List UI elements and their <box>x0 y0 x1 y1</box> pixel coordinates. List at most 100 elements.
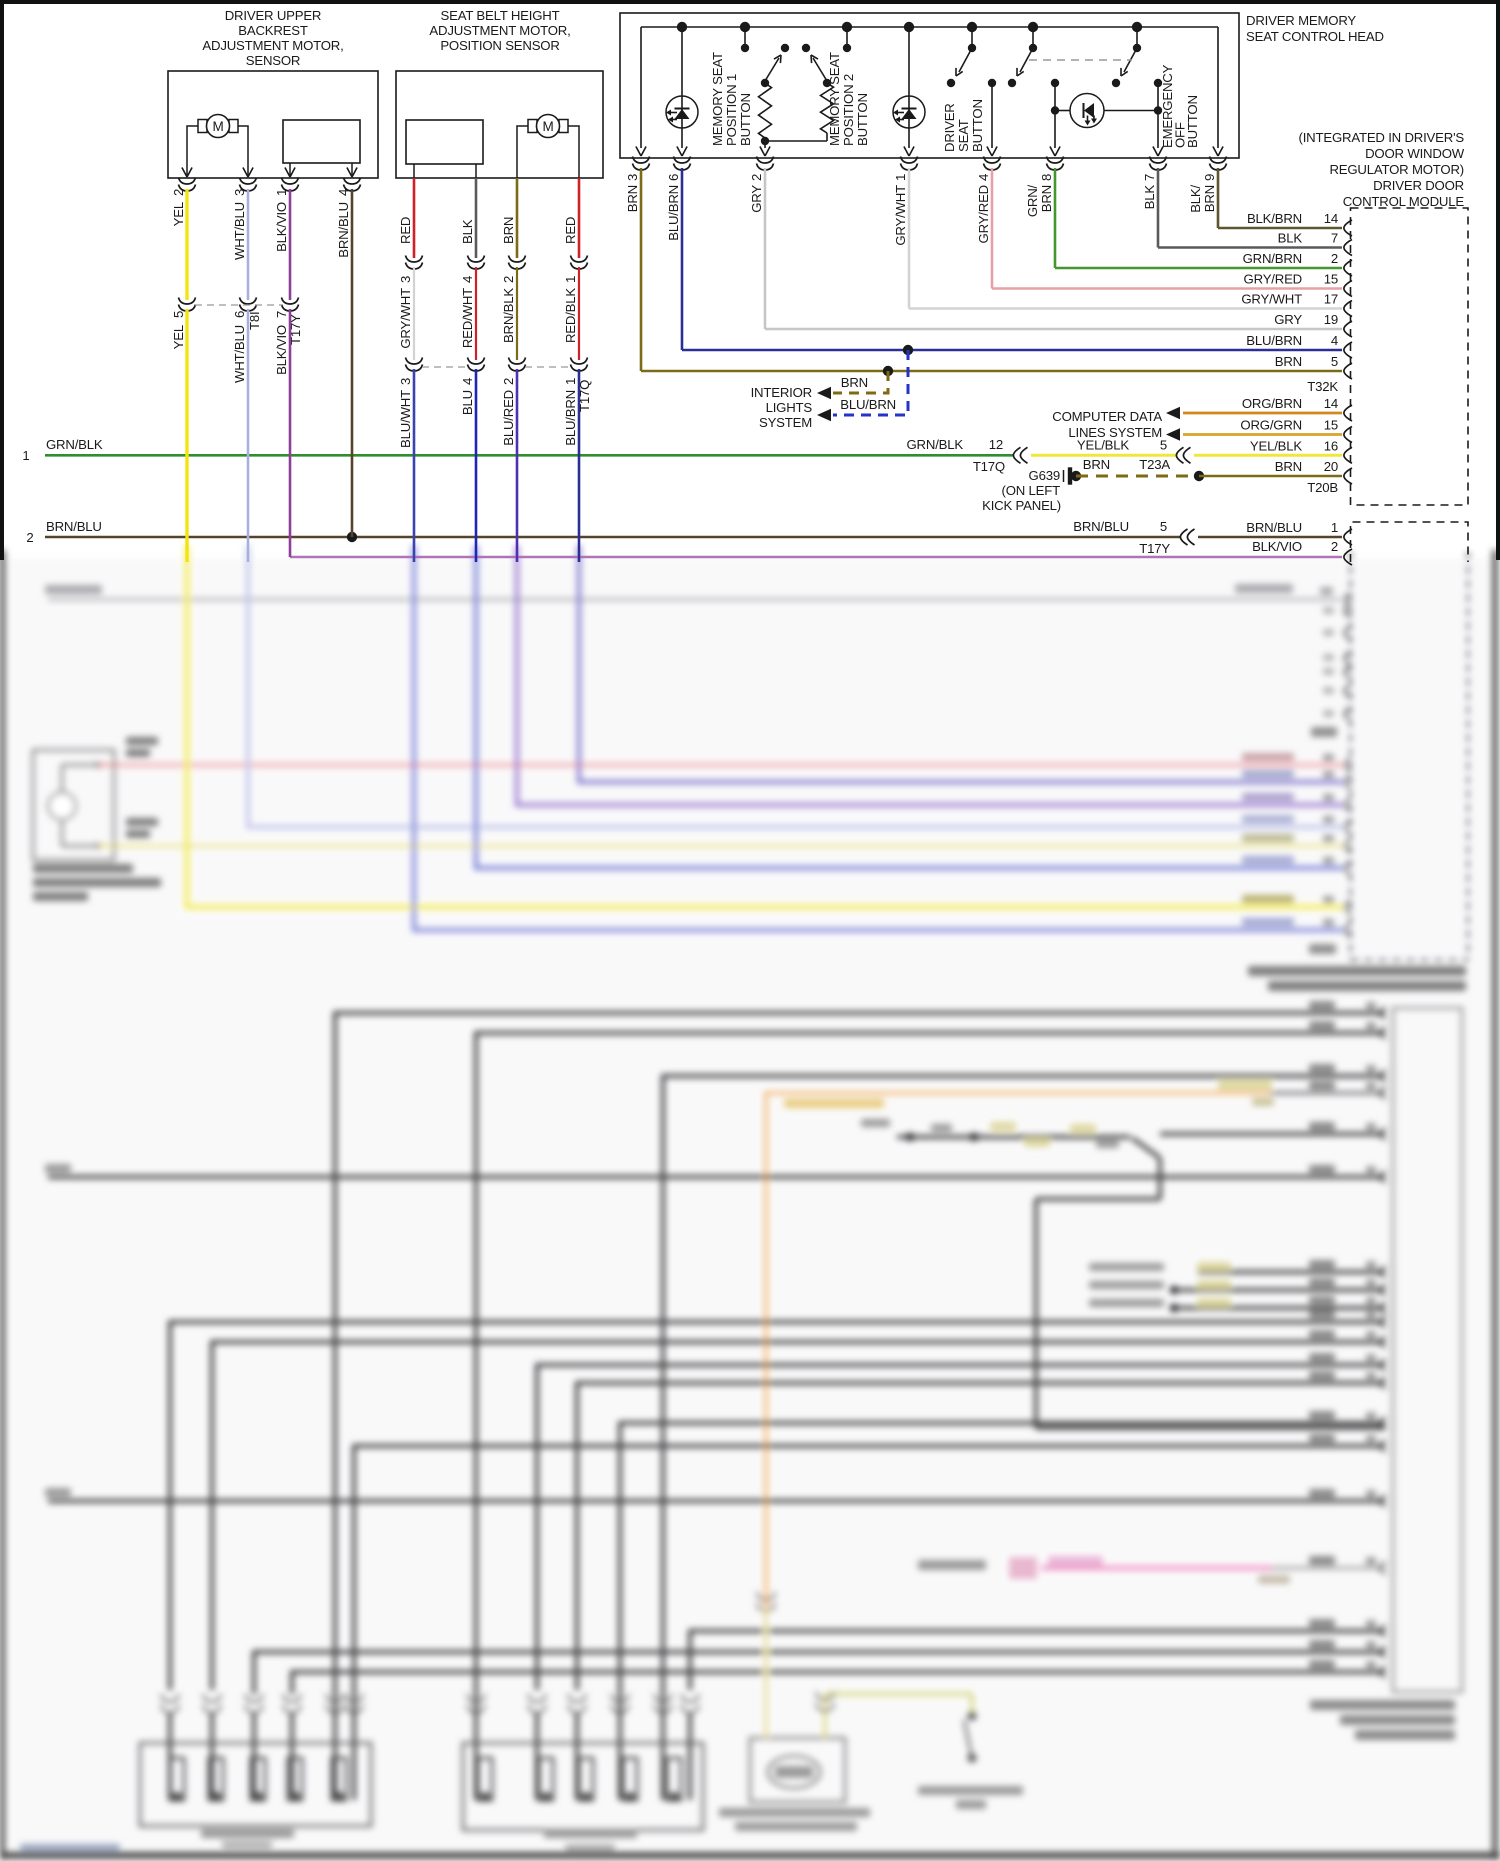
svg-text:3: 3 <box>398 378 413 385</box>
svg-text:RED: RED <box>398 217 413 244</box>
svg-text:BUTTON: BUTTON <box>970 99 985 152</box>
svg-text:LIGHTS: LIGHTS <box>766 400 813 415</box>
svg-text:T23A: T23A <box>1139 457 1170 472</box>
svg-text:GRY: GRY <box>1274 312 1302 327</box>
svg-text:GRY/WHT: GRY/WHT <box>893 185 908 246</box>
svg-text:1: 1 <box>22 448 29 463</box>
svg-text:6: 6 <box>666 174 681 181</box>
svg-text:REGULATOR MOTOR): REGULATOR MOTOR) <box>1329 162 1464 177</box>
svg-text:T8I: T8I <box>247 312 262 330</box>
svg-text:4: 4 <box>460 276 475 283</box>
svg-text:BLU/BRN: BLU/BRN <box>840 397 896 412</box>
svg-text:2: 2 <box>1331 251 1338 266</box>
svg-text:T17Q: T17Q <box>973 459 1005 474</box>
svg-text:BRN: BRN <box>841 375 868 390</box>
svg-text:2: 2 <box>501 378 516 385</box>
svg-text:BLK/VIO: BLK/VIO <box>1252 539 1302 554</box>
svg-text:BUTTON: BUTTON <box>738 93 753 146</box>
svg-text:T17Y: T17Y <box>1139 541 1170 556</box>
svg-text:BRN: BRN <box>1039 185 1054 212</box>
svg-text:BLK/: BLK/ <box>1188 184 1203 212</box>
svg-text:YEL/BLK: YEL/BLK <box>1077 438 1130 453</box>
svg-text:7: 7 <box>1142 174 1157 181</box>
svg-text:BLK/BRN: BLK/BRN <box>1247 211 1302 226</box>
svg-text:DRIVER DOOR: DRIVER DOOR <box>1373 178 1464 193</box>
svg-text:YEL/BLK: YEL/BLK <box>1250 438 1303 453</box>
svg-text:COMPUTER DATA: COMPUTER DATA <box>1052 409 1162 424</box>
svg-text:2: 2 <box>26 530 33 545</box>
svg-text:BLK/VIO: BLK/VIO <box>274 325 289 375</box>
svg-text:MEMORY SEAT: MEMORY SEAT <box>827 52 842 146</box>
svg-text:7: 7 <box>274 311 289 318</box>
svg-text:BLK/VIO: BLK/VIO <box>274 202 289 252</box>
svg-text:SEAT: SEAT <box>956 119 971 152</box>
svg-text:KICK PANEL): KICK PANEL) <box>982 498 1061 513</box>
svg-text:5: 5 <box>1331 354 1338 369</box>
svg-text:2: 2 <box>171 189 186 196</box>
svg-text:GRN/: GRN/ <box>1025 184 1040 217</box>
svg-text:BLU/BRN: BLU/BRN <box>563 390 578 446</box>
svg-text:POSITION 1: POSITION 1 <box>724 74 739 146</box>
svg-text:5: 5 <box>1160 438 1167 453</box>
svg-text:T17Y: T17Y <box>288 314 303 345</box>
svg-text:4: 4 <box>336 189 351 196</box>
svg-text:WHT/BLU: WHT/BLU <box>232 325 247 383</box>
svg-text:1: 1 <box>1331 520 1338 535</box>
svg-text:BUTTON: BUTTON <box>1185 95 1200 148</box>
svg-text:SEAT CONTROL HEAD: SEAT CONTROL HEAD <box>1246 29 1384 44</box>
svg-text:SEAT BELT HEIGHT: SEAT BELT HEIGHT <box>441 8 560 23</box>
svg-text:BRN: BRN <box>1275 459 1302 474</box>
svg-text:OFF: OFF <box>1173 122 1188 148</box>
svg-text:BRN/BLU: BRN/BLU <box>336 202 351 258</box>
svg-text:BRN/BLU: BRN/BLU <box>46 519 102 534</box>
svg-text:BLK: BLK <box>1278 231 1303 246</box>
svg-text:BRN: BRN <box>1202 185 1217 212</box>
svg-text:6: 6 <box>232 311 247 318</box>
svg-text:2: 2 <box>749 174 764 181</box>
svg-text:ORG/BRN: ORG/BRN <box>1242 396 1302 411</box>
svg-text:15: 15 <box>1324 272 1338 287</box>
svg-text:BRN/BLU: BRN/BLU <box>1246 520 1302 535</box>
svg-text:RED/WHT: RED/WHT <box>460 288 475 348</box>
svg-text:DRIVER UPPER: DRIVER UPPER <box>225 8 322 23</box>
svg-text:POSITION 2: POSITION 2 <box>841 74 856 146</box>
svg-text:ADJUSTMENT MOTOR,: ADJUSTMENT MOTOR, <box>202 38 343 53</box>
svg-text:16: 16 <box>1324 438 1338 453</box>
svg-text:GRY: GRY <box>749 185 764 213</box>
svg-text:GRY/WHT: GRY/WHT <box>1241 292 1302 307</box>
svg-text:LINES SYSTEM: LINES SYSTEM <box>1068 425 1162 440</box>
svg-text:1: 1 <box>563 378 578 385</box>
svg-text:1: 1 <box>274 189 289 196</box>
svg-text:2: 2 <box>501 276 516 283</box>
svg-text:GRY/WHT: GRY/WHT <box>398 288 413 349</box>
svg-text:ADJUSTMENT MOTOR,: ADJUSTMENT MOTOR, <box>429 23 570 38</box>
svg-text:15: 15 <box>1324 418 1338 433</box>
svg-text:9: 9 <box>1202 174 1217 181</box>
svg-text:5: 5 <box>171 311 186 318</box>
svg-text:BLU/WHT: BLU/WHT <box>398 390 413 448</box>
svg-text:3: 3 <box>398 276 413 283</box>
svg-text:4: 4 <box>460 378 475 385</box>
svg-text:G639: G639 <box>1029 468 1060 483</box>
svg-text:4: 4 <box>976 174 991 181</box>
svg-text:GRN/BLK: GRN/BLK <box>46 437 103 452</box>
svg-text:BRN: BRN <box>1083 457 1110 472</box>
svg-text:BRN: BRN <box>501 217 516 244</box>
svg-text:BUTTON: BUTTON <box>855 93 870 146</box>
svg-text:BLK: BLK <box>460 219 475 244</box>
svg-text:BRN/BLU: BRN/BLU <box>1073 519 1129 534</box>
svg-text:EMERGENCY: EMERGENCY <box>1160 64 1175 148</box>
svg-text:MEMORY SEAT: MEMORY SEAT <box>710 52 725 146</box>
svg-text:1: 1 <box>563 276 578 283</box>
svg-text:BRN: BRN <box>625 185 640 212</box>
svg-text:DRIVER: DRIVER <box>942 103 957 152</box>
svg-text:3: 3 <box>625 174 640 181</box>
svg-text:8: 8 <box>1039 174 1054 181</box>
svg-text:M: M <box>542 119 553 134</box>
svg-text:7: 7 <box>1331 231 1338 246</box>
svg-text:BRN: BRN <box>1275 354 1302 369</box>
svg-text:RED/BLK: RED/BLK <box>563 288 578 343</box>
svg-text:SYSTEM: SYSTEM <box>759 415 812 430</box>
svg-text:YEL: YEL <box>171 202 186 226</box>
svg-text:4: 4 <box>1331 333 1338 348</box>
